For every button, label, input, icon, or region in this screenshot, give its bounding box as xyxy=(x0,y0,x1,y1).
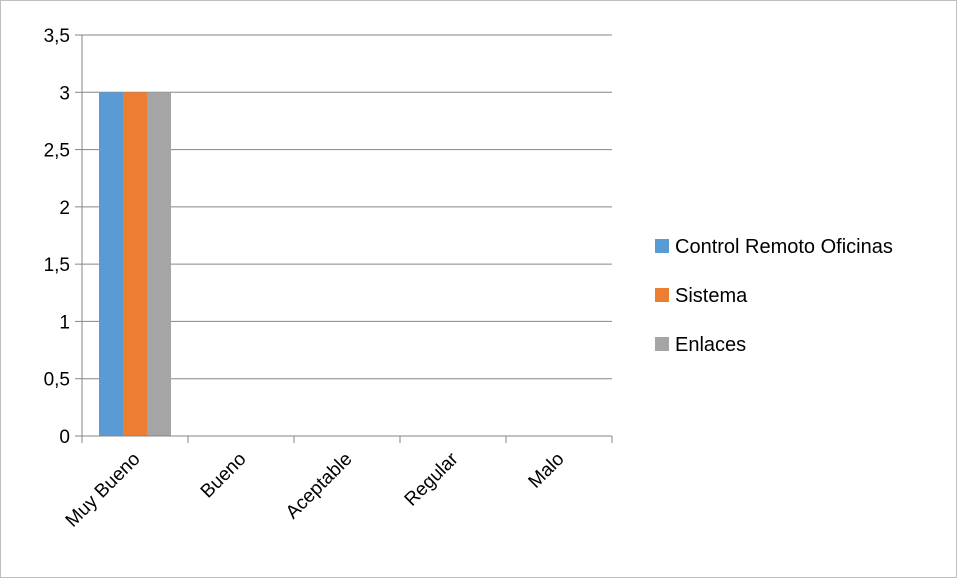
legend-swatch xyxy=(655,337,669,351)
legend: Control Remoto Oficinas Sistema Enlaces xyxy=(655,236,893,356)
legend-swatch xyxy=(655,288,669,302)
y-tick-label: 3 xyxy=(59,83,70,104)
x-tick-label: Malo xyxy=(525,449,569,493)
x-tick-label: Regular xyxy=(401,448,463,510)
bar-enlaces-muy-bueno xyxy=(147,92,171,437)
y-tick-label: 2 xyxy=(59,198,70,219)
x-tick-marks xyxy=(81,436,613,443)
bar-control-remoto-oficinas-muy-bueno xyxy=(99,92,123,437)
y-tick-label: 1,5 xyxy=(44,255,70,276)
y-tick-label: 2,5 xyxy=(44,141,70,162)
axes xyxy=(81,35,612,437)
legend-label: Control Remoto Oficinas xyxy=(675,236,893,258)
bars xyxy=(99,92,171,437)
bar-sistema-muy-bueno xyxy=(123,92,147,437)
legend-label: Enlaces xyxy=(675,334,746,356)
x-tick-labels: Muy Bueno Bueno Aceptable Regular Malo xyxy=(62,448,569,531)
x-tick-label: Bueno xyxy=(197,449,251,503)
y-tick-label: 1 xyxy=(59,312,70,333)
y-tick-label: 0 xyxy=(59,427,70,448)
y-tick-label: 0,5 xyxy=(44,370,70,391)
x-tick-label: Muy Bueno xyxy=(62,449,145,532)
y-tick-labels: 0 0,5 1 1,5 2 2,5 3 3,5 xyxy=(44,26,70,448)
y-tick-label: 3,5 xyxy=(44,26,70,47)
legend-swatch xyxy=(655,239,669,253)
x-tick-label: Aceptable xyxy=(282,449,357,524)
legend-label: Sistema xyxy=(675,285,748,307)
